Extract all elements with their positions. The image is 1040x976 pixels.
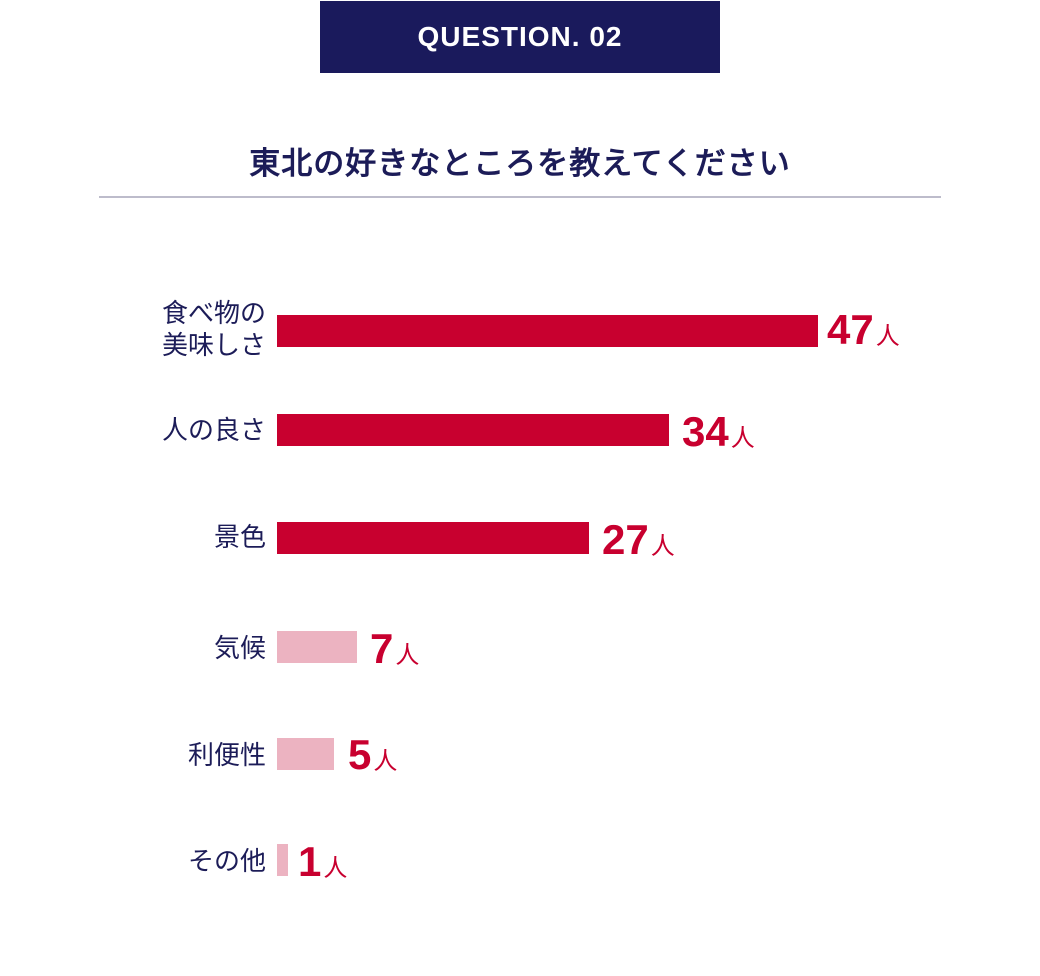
chart-row: 景色 27 人	[0, 0, 1040, 563]
chart-row: 人の良さ 34 人	[0, 0, 1040, 455]
category-label: 人の良さ	[161, 416, 266, 446]
bar	[277, 522, 589, 554]
value-unit: 人	[650, 532, 675, 560]
chart-row: 食べ物の 美味しさ 47 人	[0, 0, 1040, 361]
value-number: 27	[602, 516, 649, 563]
bar	[277, 315, 818, 347]
bar	[277, 414, 669, 446]
value-number: 7	[370, 625, 394, 672]
value-unit: 人	[730, 424, 755, 452]
bar	[277, 844, 288, 876]
category-label: 気候	[213, 634, 266, 664]
category-label: 景色	[213, 523, 266, 553]
value-label: 27 人	[602, 516, 675, 564]
value-unit: 人	[323, 854, 348, 882]
value-unit: 人	[875, 322, 900, 350]
value-number: 47	[827, 306, 874, 353]
category-label: その他	[187, 847, 266, 877]
chart-row: 気候 7 人	[0, 0, 1040, 672]
value-unit: 人	[395, 641, 420, 669]
question-badge: QUESTION. 02	[320, 1, 720, 73]
chart-row: 利便性 5 人	[0, 0, 1040, 778]
value-label: 47 人	[827, 306, 900, 354]
value-label: 1 人	[298, 838, 347, 886]
value-label: 34 人	[682, 408, 755, 456]
category-label: 食べ物の 美味しさ	[161, 299, 266, 361]
value-label: 7 人	[370, 625, 419, 673]
category-label: 利便性	[187, 741, 266, 771]
value-number: 34	[682, 408, 729, 455]
bar	[277, 631, 357, 663]
value-label: 5 人	[348, 731, 397, 779]
value-unit: 人	[373, 747, 398, 775]
chart-row: その他 1 人	[0, 0, 1040, 885]
bar	[277, 738, 334, 770]
value-number: 1	[298, 838, 322, 885]
value-number: 5	[348, 731, 372, 778]
title-divider	[99, 196, 941, 198]
chart-title: 東北の好きなところを教えてください	[249, 146, 791, 182]
